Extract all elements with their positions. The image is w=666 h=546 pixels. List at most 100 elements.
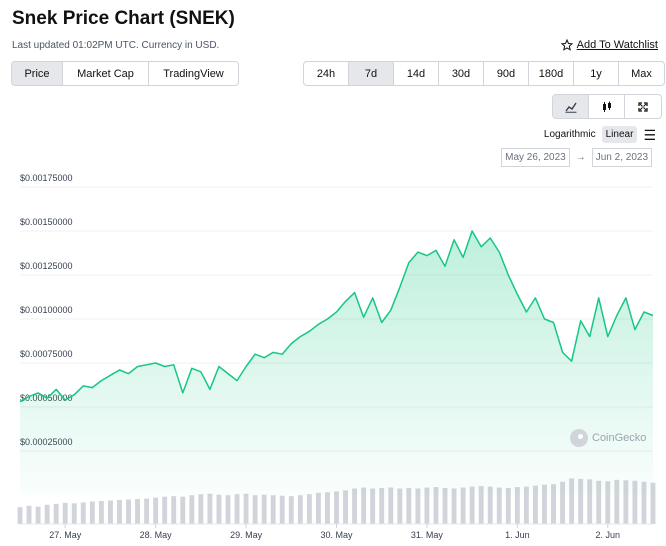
tab-tradingview[interactable]: TradingView bbox=[163, 67, 224, 80]
range-180d[interactable]: 180d bbox=[529, 62, 574, 85]
view-tabs: Price Market Cap TradingView bbox=[11, 61, 239, 86]
chart-menu-icon[interactable]: ☰ bbox=[643, 126, 656, 143]
fullscreen-button[interactable] bbox=[625, 95, 661, 118]
x-tick-label: 27. May bbox=[49, 530, 82, 540]
price-area bbox=[20, 231, 653, 495]
volume-bar bbox=[587, 479, 593, 524]
volume-bar bbox=[397, 488, 403, 524]
volume-bar bbox=[551, 484, 556, 524]
volume-bar bbox=[89, 501, 95, 524]
range-90d[interactable]: 90d bbox=[484, 62, 529, 85]
candlestick-icon bbox=[602, 101, 611, 112]
volume-bar bbox=[17, 507, 23, 524]
add-to-watchlist-link[interactable]: Add To Watchlist bbox=[560, 39, 658, 51]
volume-bar bbox=[424, 487, 430, 524]
line-chart-button[interactable] bbox=[553, 95, 589, 118]
volume-bar bbox=[343, 490, 348, 524]
volume-bar bbox=[234, 494, 240, 524]
price-line bbox=[19, 230, 654, 403]
volume-bar bbox=[315, 492, 321, 524]
candlestick-button[interactable] bbox=[589, 95, 625, 118]
volume-bar bbox=[334, 491, 339, 524]
volume-bar bbox=[496, 487, 502, 524]
volume-bar bbox=[207, 493, 213, 524]
x-tick-label: 30. May bbox=[320, 530, 353, 540]
volume-bar bbox=[216, 494, 222, 524]
volume-bar bbox=[126, 499, 131, 524]
logarithmic-toggle[interactable]: Logarithmic bbox=[543, 129, 596, 140]
x-tick-label: 2. Jun bbox=[596, 530, 621, 540]
y-tick-label: $0.00125000 bbox=[20, 261, 73, 271]
volume-bar bbox=[162, 496, 168, 524]
fullscreen-icon bbox=[638, 101, 648, 112]
volume-bar bbox=[297, 495, 303, 524]
volume-bar bbox=[306, 494, 312, 524]
volume-bar bbox=[406, 488, 412, 524]
last-updated-text: Last updated 01:02PM UTC. Currency in US… bbox=[12, 40, 220, 51]
volume-bar bbox=[243, 493, 249, 524]
date-range-picker: May 26, 2023 → Jun 2, 2023 bbox=[501, 148, 652, 167]
volume-bar bbox=[252, 495, 258, 524]
volume-bar bbox=[225, 495, 231, 524]
x-tick-label: 28. May bbox=[140, 530, 173, 540]
date-from-input[interactable]: May 26, 2023 bbox=[501, 148, 570, 167]
volume-bar bbox=[623, 480, 629, 524]
volume-bar bbox=[632, 480, 638, 524]
y-tick-label: $0.00175000 bbox=[20, 173, 73, 183]
star-icon bbox=[560, 39, 573, 51]
volume-bar bbox=[135, 499, 141, 524]
volume-bar bbox=[117, 500, 122, 524]
volume-bar bbox=[578, 478, 584, 524]
volume-bar bbox=[560, 481, 566, 524]
volume-bar bbox=[641, 481, 647, 524]
x-tick-label: 31. May bbox=[411, 530, 444, 540]
volume-bar bbox=[379, 488, 385, 524]
volume-bar bbox=[478, 486, 484, 524]
volume-bar bbox=[261, 494, 267, 524]
range-24h[interactable]: 24h bbox=[304, 62, 349, 85]
watermark-text: CoinGecko bbox=[592, 432, 647, 444]
range-30d[interactable]: 30d bbox=[439, 62, 484, 85]
volume-bar bbox=[596, 480, 602, 524]
volume-bar bbox=[569, 478, 575, 524]
volume-bar bbox=[171, 496, 177, 524]
volume-bar bbox=[62, 502, 68, 524]
date-range-arrow: → bbox=[575, 152, 586, 163]
volume-bar bbox=[44, 504, 50, 524]
date-to-input[interactable]: Jun 2, 2023 bbox=[591, 148, 652, 167]
volume-bar bbox=[71, 503, 77, 524]
price-chart[interactable]: $0.00025000$0.00050000$0.00075000$0.0010… bbox=[0, 170, 666, 546]
volume-bar bbox=[523, 486, 529, 524]
volume-bar bbox=[352, 488, 358, 524]
line-chart-icon bbox=[564, 102, 577, 113]
volume-bar bbox=[460, 487, 466, 524]
volume-bar bbox=[388, 487, 394, 524]
volume-bar bbox=[505, 488, 511, 524]
watchlist-label: Add To Watchlist bbox=[576, 39, 658, 51]
volume-bar bbox=[370, 488, 376, 524]
volume-bar bbox=[514, 487, 520, 524]
range-1y[interactable]: 1y bbox=[574, 62, 619, 85]
time-range-tabs: 24h 7d 14d 30d 90d 180d 1y Max bbox=[303, 61, 665, 86]
tab-market-cap[interactable]: Market Cap bbox=[63, 62, 149, 85]
x-tick-label: 1. Jun bbox=[505, 530, 530, 540]
volume-bar bbox=[98, 500, 104, 524]
volume-bar bbox=[542, 484, 547, 524]
volume-bar bbox=[469, 486, 475, 524]
volume-bar bbox=[532, 485, 538, 524]
y-tick-label: $0.00100000 bbox=[20, 305, 73, 315]
volume-bar bbox=[107, 500, 113, 524]
linear-toggle[interactable]: Linear bbox=[601, 126, 638, 143]
volume-bar bbox=[415, 488, 421, 524]
volume-bar bbox=[279, 495, 285, 524]
range-max[interactable]: Max bbox=[631, 67, 652, 80]
volume-bar bbox=[361, 487, 367, 524]
range-7d[interactable]: 7d bbox=[349, 62, 394, 85]
volume-bar bbox=[180, 496, 186, 524]
scale-controls: Logarithmic Linear ☰ bbox=[544, 126, 656, 143]
tab-price[interactable]: Price bbox=[12, 62, 63, 85]
volume-bar bbox=[650, 482, 656, 524]
volume-bar bbox=[451, 488, 457, 524]
volume-bar bbox=[433, 487, 439, 524]
range-14d[interactable]: 14d bbox=[394, 62, 439, 85]
